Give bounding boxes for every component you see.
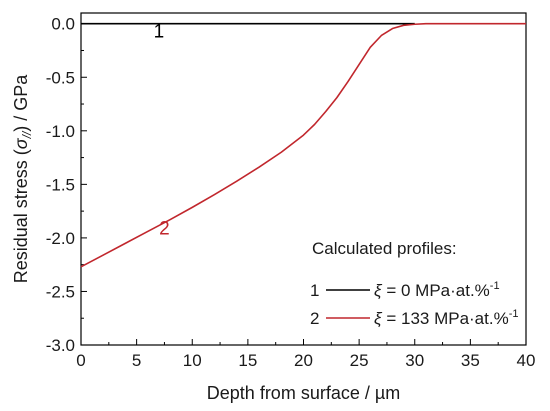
x-tick-label: 5 [132, 351, 141, 370]
y-axis-title-sub: // [20, 130, 34, 139]
y-axis-title-main: Residual stress ( [11, 149, 31, 283]
legend-entry-2-num: 2 [310, 309, 319, 328]
x-tick-label: 15 [238, 351, 257, 370]
curve-labels: 12 [154, 22, 170, 240]
legend-entry-2-xi: ξ [374, 309, 383, 328]
x-tick-label: 30 [405, 351, 424, 370]
x-tick-label: 35 [461, 351, 480, 370]
series-lines [80, 22, 526, 268]
series-line-2 [80, 22, 526, 268]
y-tick-label: -1.0 [46, 122, 75, 141]
curve-label-1: 1 [154, 22, 165, 43]
x-tick-label: 20 [294, 351, 313, 370]
legend-entry-1-text: ξ = 0 MPa·at.%-1 [374, 280, 500, 300]
legend-entry-2-text: ξ = 133 MPa·at.%-1 [374, 308, 518, 328]
legend-entry-1-xi: ξ [374, 281, 383, 300]
y-tick-label: -3.0 [46, 336, 75, 355]
legend-entry-2-sup: -1 [509, 308, 519, 320]
y-tick-label: -2.0 [46, 229, 75, 248]
x-tick-label: 0 [76, 351, 85, 370]
legend: Calculated profiles: 1 ξ = 0 MPa·at.%-1 … [310, 239, 518, 328]
legend-title: Calculated profiles: [312, 239, 457, 258]
y-tick-label: -2.5 [46, 282, 75, 301]
y-axis-title-end: ) / GPa [11, 74, 31, 132]
y-tick-label: -0.5 [46, 68, 75, 87]
x-tick-label: 40 [517, 351, 536, 370]
legend-entry-1-num: 1 [310, 281, 319, 300]
y-tick-label: -1.5 [46, 175, 75, 194]
x-axis-title: Depth from surface / µm [207, 383, 400, 403]
legend-entry-2-label: = 133 MPa·at.% [382, 309, 509, 328]
y-tick-labels: 0.0 -0.5 -1.0 -1.5 -2.0 -2.5 -3.0 [46, 15, 75, 355]
legend-entry-1-sup: -1 [490, 280, 500, 292]
curve-label-2: 2 [159, 219, 170, 240]
x-tick-label: 25 [350, 351, 369, 370]
axis-ticks [80, 23, 527, 346]
y-axis-title: Residual stress (σ//) / GPa [11, 74, 34, 284]
legend-entry-1-label: = 0 MPa·at.% [382, 281, 490, 300]
x-tick-label: 10 [183, 351, 202, 370]
y-tick-label: 0.0 [51, 15, 75, 34]
x-tick-labels: 0 5 10 15 20 25 30 35 40 [76, 351, 535, 370]
y-axis-title-symbol: σ [11, 137, 31, 149]
